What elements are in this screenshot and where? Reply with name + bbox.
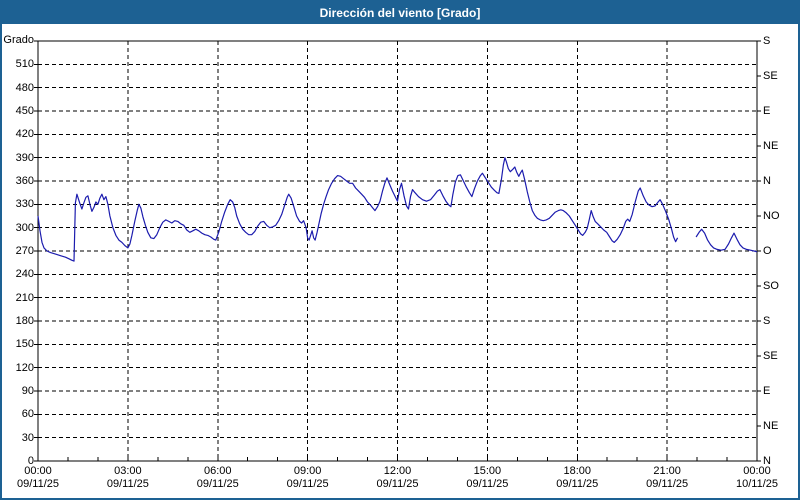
chart-title-bar: Dirección del viento [Grado]	[2, 2, 798, 24]
x-axis-time-label: 06:00	[203, 465, 232, 477]
y-axis-tick-label: 510	[15, 58, 34, 71]
y-axis-tick-label: 30	[21, 431, 34, 444]
x-axis-time-label: 15:00	[473, 465, 502, 477]
y-axis-tick-label: 300	[15, 221, 34, 234]
y-axis-tick-label: 360	[15, 175, 34, 187]
y-axis-tick-label: 390	[15, 151, 34, 164]
compass-tick-label: N	[763, 175, 771, 187]
x-axis-date-label: 09/11/25	[286, 478, 329, 490]
chart-title: Dirección del viento [Grado]	[319, 6, 481, 20]
wind-direction-line	[695, 228, 758, 253]
y-axis-title: Grado	[3, 34, 34, 46]
compass-tick-label: E	[763, 105, 771, 117]
y-axis-tick-label: 480	[15, 81, 34, 94]
compass-tick-label: N	[763, 455, 771, 467]
y-axis-tick-label: 420	[15, 128, 34, 141]
y-axis-tick-label: 330	[15, 198, 34, 211]
y-axis-tick-label: 210	[15, 291, 34, 304]
y-axis-tick-label: 240	[15, 268, 34, 281]
wind-direction-line	[37, 157, 679, 262]
y-axis-tick-label: 180	[15, 315, 34, 327]
x-axis-time-label: 21:00	[653, 465, 681, 477]
x-axis-time-label: 03:00	[114, 465, 142, 477]
y-axis-tick-label: 90	[21, 385, 34, 397]
compass-tick-label: NE	[763, 140, 779, 152]
x-axis-date-label: 09/11/25	[16, 478, 59, 490]
x-axis-time-label: 00:00	[24, 465, 52, 477]
compass-tick-label: E	[763, 385, 771, 397]
x-axis-time-label: 09:00	[293, 465, 322, 477]
chart-canvas: Grado 0 30 60 90 120 150 180 210 240 270 300 330 360…	[2, 24, 798, 498]
compass-tick-label: NO	[763, 210, 780, 222]
y-axis-tick-label: 450	[15, 105, 34, 117]
y-axis-tick-label: 270	[15, 245, 34, 257]
compass-tick-label: S	[763, 35, 771, 47]
x-axis-date-label: 09/11/25	[376, 478, 419, 490]
y-axis-tick-label: 150	[15, 338, 34, 351]
compass-tick-label: O	[763, 245, 772, 257]
y-axis-tick-label: 0	[27, 455, 34, 467]
x-axis-date-label: 09/11/25	[466, 478, 509, 490]
compass-tick-label: SE	[763, 70, 778, 82]
compass-tick-label: S	[763, 315, 771, 327]
x-axis-time-label: 00:00	[743, 465, 771, 477]
x-axis-date-label: 10/11/25	[735, 478, 778, 490]
x-axis-date-label: 09/11/25	[106, 478, 149, 490]
x-axis-date-label: 09/11/25	[646, 478, 689, 490]
compass-tick-label: SO	[763, 280, 779, 292]
compass-tick-label: NE	[763, 420, 779, 432]
y-axis-tick-label: 120	[15, 361, 34, 374]
x-axis-date-label: 09/11/25	[556, 478, 599, 490]
x-axis-time-label: 18:00	[563, 465, 592, 477]
x-axis-date-label: 09/11/25	[196, 478, 239, 490]
compass-tick-label: SE	[763, 350, 778, 362]
plot-svg	[34, 40, 761, 462]
x-axis-time-label: 12:00	[383, 465, 412, 477]
y-axis-tick-label: 60	[21, 408, 34, 421]
